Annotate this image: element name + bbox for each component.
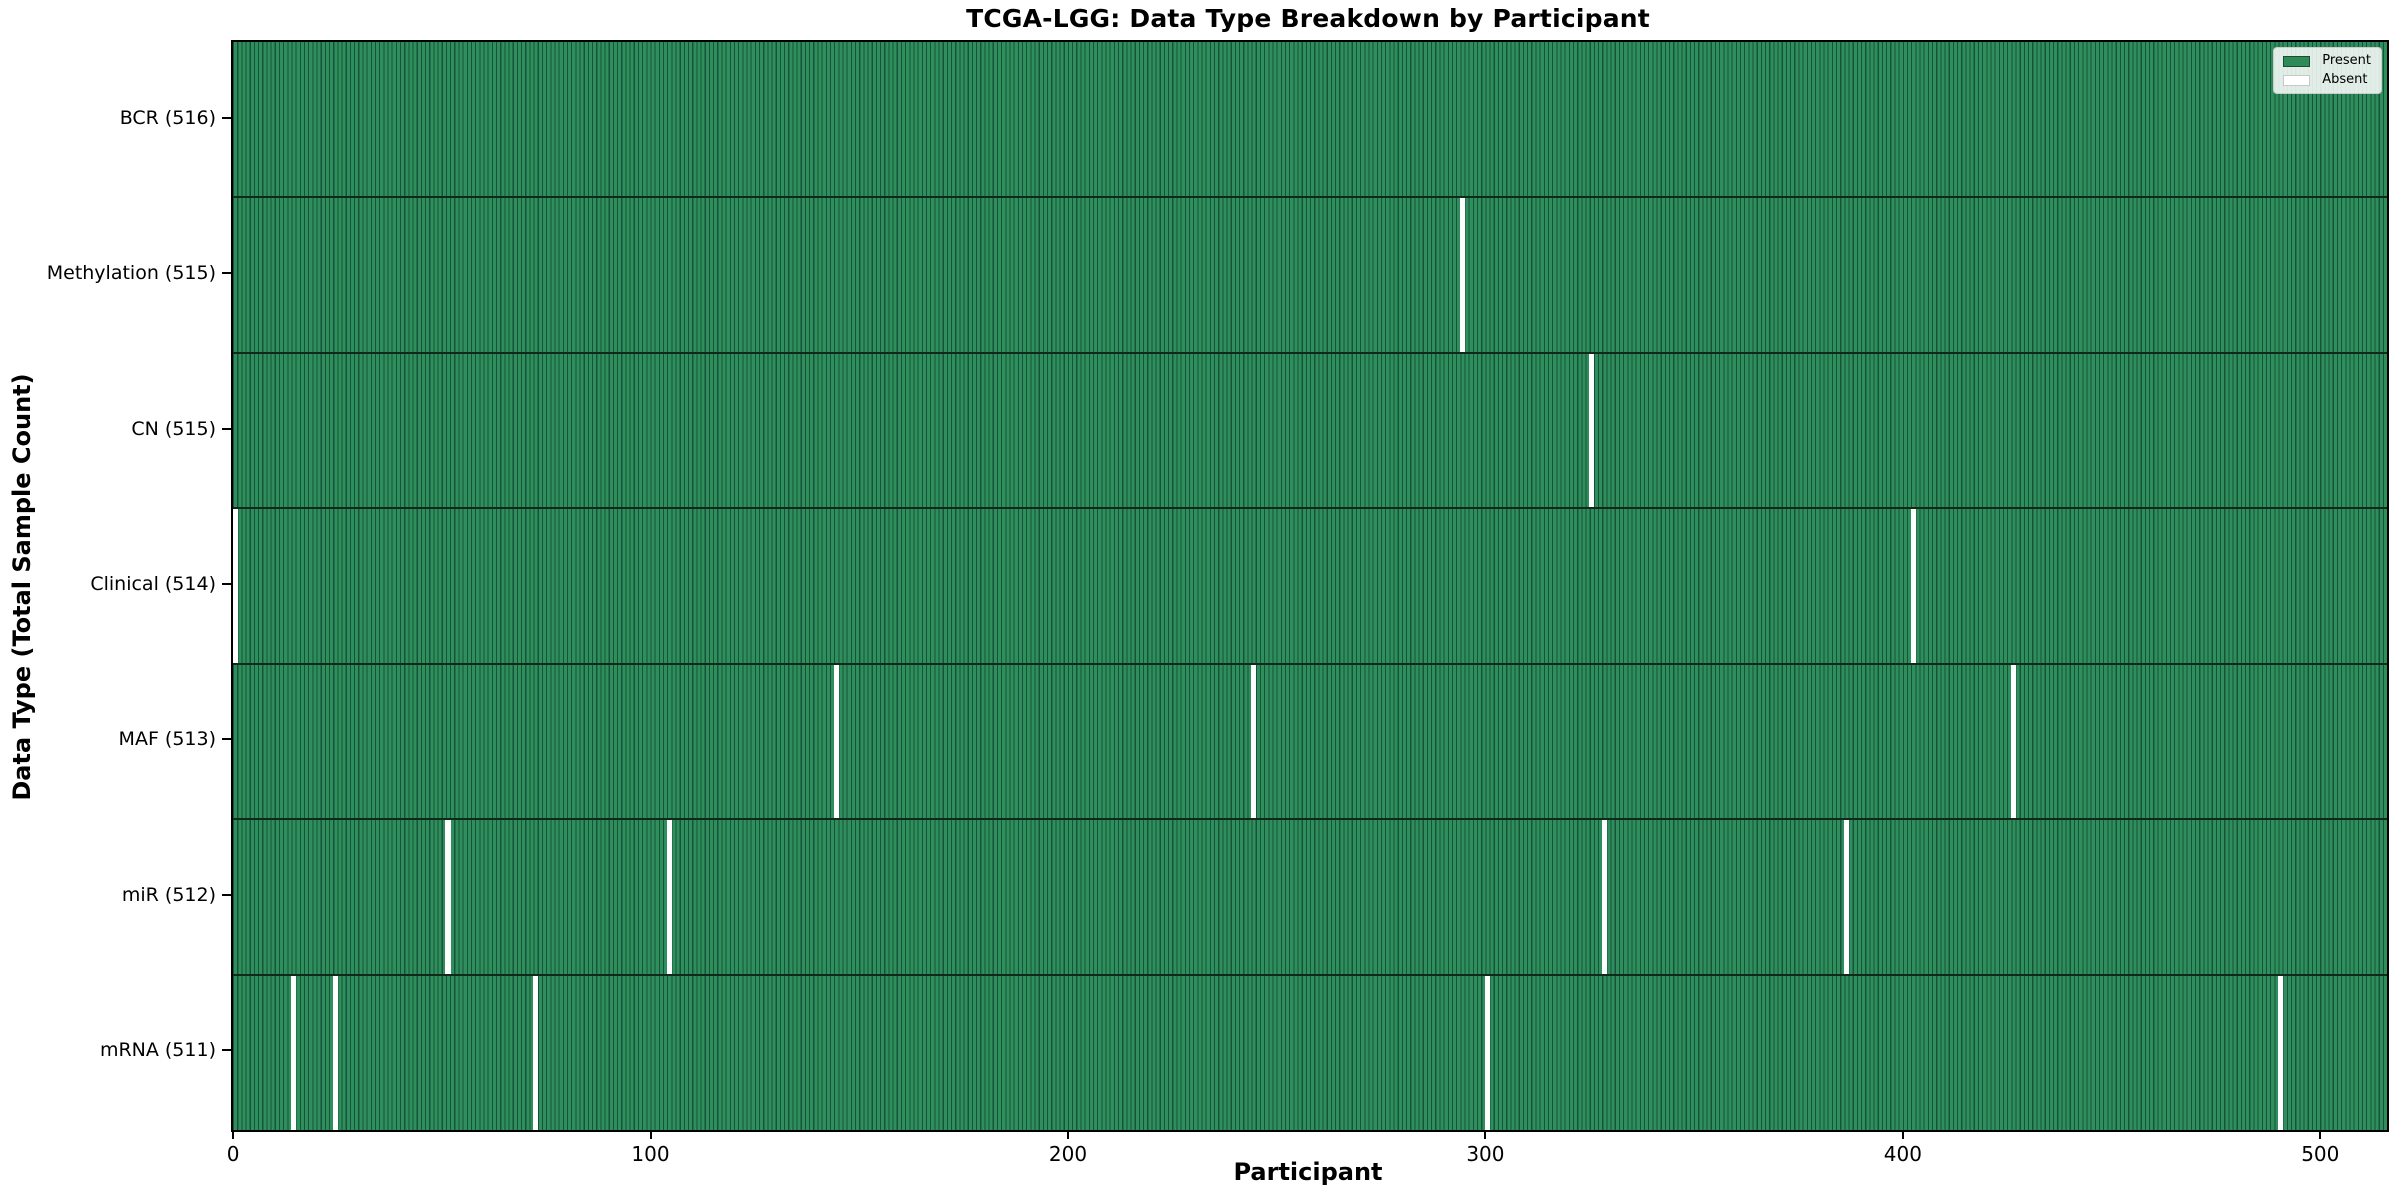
y-tick-label: MAF (513)	[118, 728, 216, 751]
absent-gap	[1910, 508, 1916, 664]
heatmap-row-maf	[233, 663, 2387, 820]
heatmap-row-mir	[233, 819, 2387, 975]
y-tick-label: Methylation (515)	[46, 262, 216, 285]
y-tick	[222, 583, 231, 585]
absent-gap	[532, 974, 539, 1130]
x-tick-label: 400	[1883, 1142, 1922, 1166]
x-tick-label: 200	[1048, 1142, 1088, 1166]
y-tick-label: mRNA (511)	[99, 1039, 216, 1062]
legend-label: Absent	[2322, 72, 2368, 87]
x-tick	[1901, 1130, 1904, 1139]
y-tick	[222, 116, 231, 119]
plot-area: Present Absent	[231, 40, 2389, 1132]
row-divider	[233, 351, 2387, 354]
y-tick-label: BCR (516)	[119, 106, 216, 129]
row-divider	[233, 818, 2387, 821]
absent-swatch	[2283, 74, 2311, 86]
chart-title: TCGA-LGG: Data Type Breakdown by Partici…	[966, 4, 1650, 33]
absent-gap	[1843, 819, 1850, 975]
absent-gap	[2010, 663, 2017, 820]
absent-gap	[1459, 197, 1466, 353]
y-tick	[222, 272, 231, 275]
x-axis-label: Participant	[1233, 1158, 1383, 1186]
row-divider	[233, 507, 2387, 510]
legend-entry-present: Present	[2283, 54, 2371, 68]
y-tick-label: CN (515)	[131, 417, 216, 440]
absent-gap	[2277, 974, 2284, 1130]
x-tick	[1066, 1130, 1069, 1139]
legend-label: Present	[2322, 53, 2371, 68]
row-divider	[233, 662, 2387, 665]
y-tick	[222, 893, 231, 896]
absent-gap	[445, 819, 451, 975]
absent-gap	[1250, 663, 1257, 820]
absent-gap	[1484, 974, 1491, 1130]
x-tick-label: 300	[1466, 1142, 1505, 1166]
y-tick	[222, 1049, 231, 1052]
x-tick-label: 100	[631, 1142, 670, 1166]
x-tick-label: 0	[226, 1142, 240, 1166]
y-tick-label: miR (512)	[121, 883, 216, 906]
present-swatch	[2283, 55, 2311, 67]
legend-entry-absent: Absent	[2283, 73, 2371, 87]
legend: Present Absent	[2273, 47, 2382, 94]
heatmap-row-mrna	[233, 974, 2387, 1130]
x-tick	[232, 1130, 235, 1139]
absent-gap	[1589, 352, 1595, 509]
x-tick	[649, 1130, 652, 1139]
row-divider	[233, 973, 2387, 976]
row-divider	[233, 196, 2387, 199]
heatmap-row-clinical	[233, 508, 2387, 664]
x-tick-label: 500	[2301, 1142, 2340, 1166]
y-tick-label: Clinical (514)	[90, 573, 216, 595]
absent-gap	[833, 663, 839, 820]
heatmap-row-bcr	[233, 42, 2387, 198]
heatmap-row-methylation	[233, 197, 2387, 353]
absent-gap	[332, 974, 338, 1130]
absent-gap	[233, 508, 238, 664]
y-tick	[222, 427, 231, 430]
x-tick	[2319, 1130, 2322, 1139]
absent-gap	[1601, 819, 1607, 975]
absent-gap	[666, 819, 672, 975]
y-tick	[222, 738, 231, 741]
x-tick	[1484, 1130, 1487, 1139]
heatmap-row-cn	[233, 352, 2387, 509]
absent-gap	[290, 974, 297, 1130]
